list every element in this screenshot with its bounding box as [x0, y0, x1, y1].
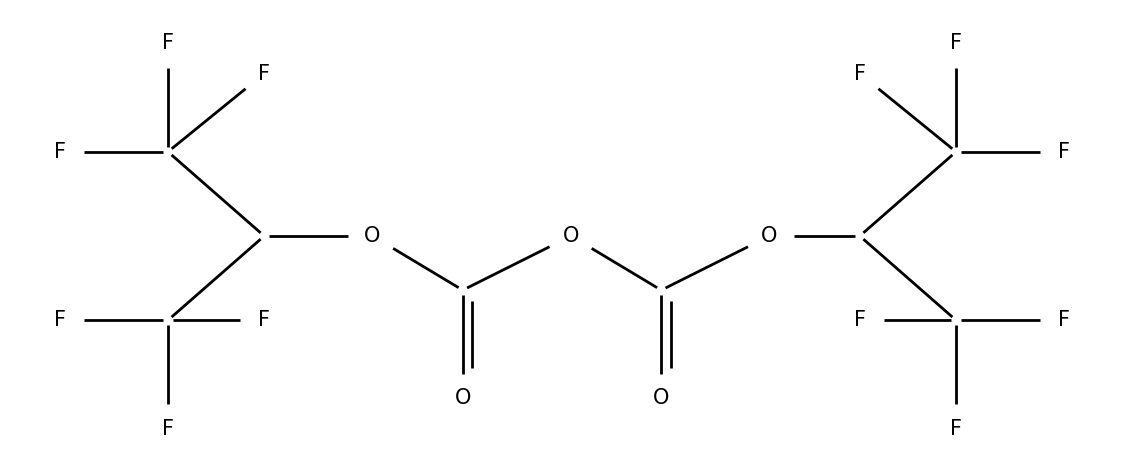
Text: F: F [950, 419, 962, 438]
Text: F: F [854, 64, 865, 84]
Text: F: F [259, 310, 270, 330]
Text: F: F [162, 419, 174, 438]
Text: F: F [1059, 310, 1070, 330]
Text: O: O [454, 388, 471, 408]
Text: O: O [364, 226, 381, 246]
Text: F: F [162, 34, 174, 53]
Text: F: F [54, 142, 65, 162]
Text: O: O [653, 388, 670, 408]
Text: F: F [950, 34, 962, 53]
Text: F: F [854, 310, 865, 330]
Text: F: F [1059, 142, 1070, 162]
Text: O: O [761, 226, 778, 246]
Text: O: O [563, 226, 579, 246]
Text: F: F [54, 310, 65, 330]
Text: F: F [259, 64, 270, 84]
